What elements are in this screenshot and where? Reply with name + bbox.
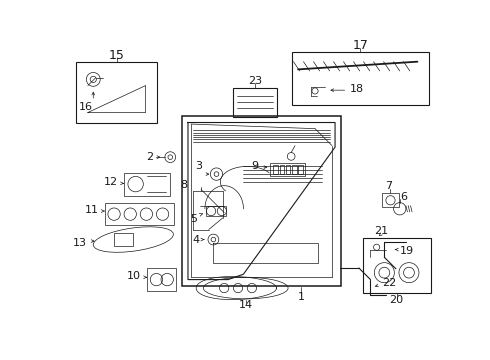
- Text: 16: 16: [78, 102, 93, 112]
- Text: 11: 11: [85, 204, 98, 215]
- Bar: [105, 203, 174, 225]
- Bar: [292, 165, 296, 174]
- Text: 20: 20: [390, 295, 404, 305]
- Bar: [233, 88, 276, 117]
- Text: 15: 15: [109, 49, 124, 62]
- Text: 6: 6: [400, 192, 407, 202]
- Bar: [292, 53, 429, 105]
- Text: 2: 2: [146, 152, 153, 162]
- Text: 1: 1: [298, 292, 305, 302]
- Bar: [206, 206, 226, 216]
- Bar: [124, 172, 171, 195]
- Text: 4: 4: [193, 235, 199, 244]
- Text: 8: 8: [181, 180, 188, 190]
- Bar: [280, 165, 284, 174]
- Text: 21: 21: [374, 226, 389, 236]
- Bar: [363, 238, 431, 293]
- Bar: [76, 62, 157, 122]
- Text: 22: 22: [382, 278, 396, 288]
- Text: 14: 14: [239, 300, 253, 310]
- Bar: [382, 193, 399, 207]
- Bar: [182, 116, 341, 286]
- Text: 9: 9: [252, 161, 259, 171]
- Text: 19: 19: [400, 246, 414, 256]
- Text: 13: 13: [73, 238, 87, 248]
- Text: 7: 7: [385, 181, 392, 191]
- Text: 23: 23: [248, 76, 262, 86]
- Bar: [298, 165, 303, 174]
- Text: 10: 10: [127, 271, 141, 281]
- Text: 17: 17: [352, 39, 368, 52]
- Bar: [114, 233, 133, 246]
- Bar: [270, 163, 305, 176]
- Bar: [147, 268, 176, 291]
- Text: 3: 3: [196, 161, 203, 171]
- Bar: [273, 165, 278, 174]
- Bar: [286, 165, 291, 174]
- Text: 5: 5: [190, 214, 197, 224]
- Text: 12: 12: [104, 177, 118, 187]
- Text: 18: 18: [350, 84, 364, 94]
